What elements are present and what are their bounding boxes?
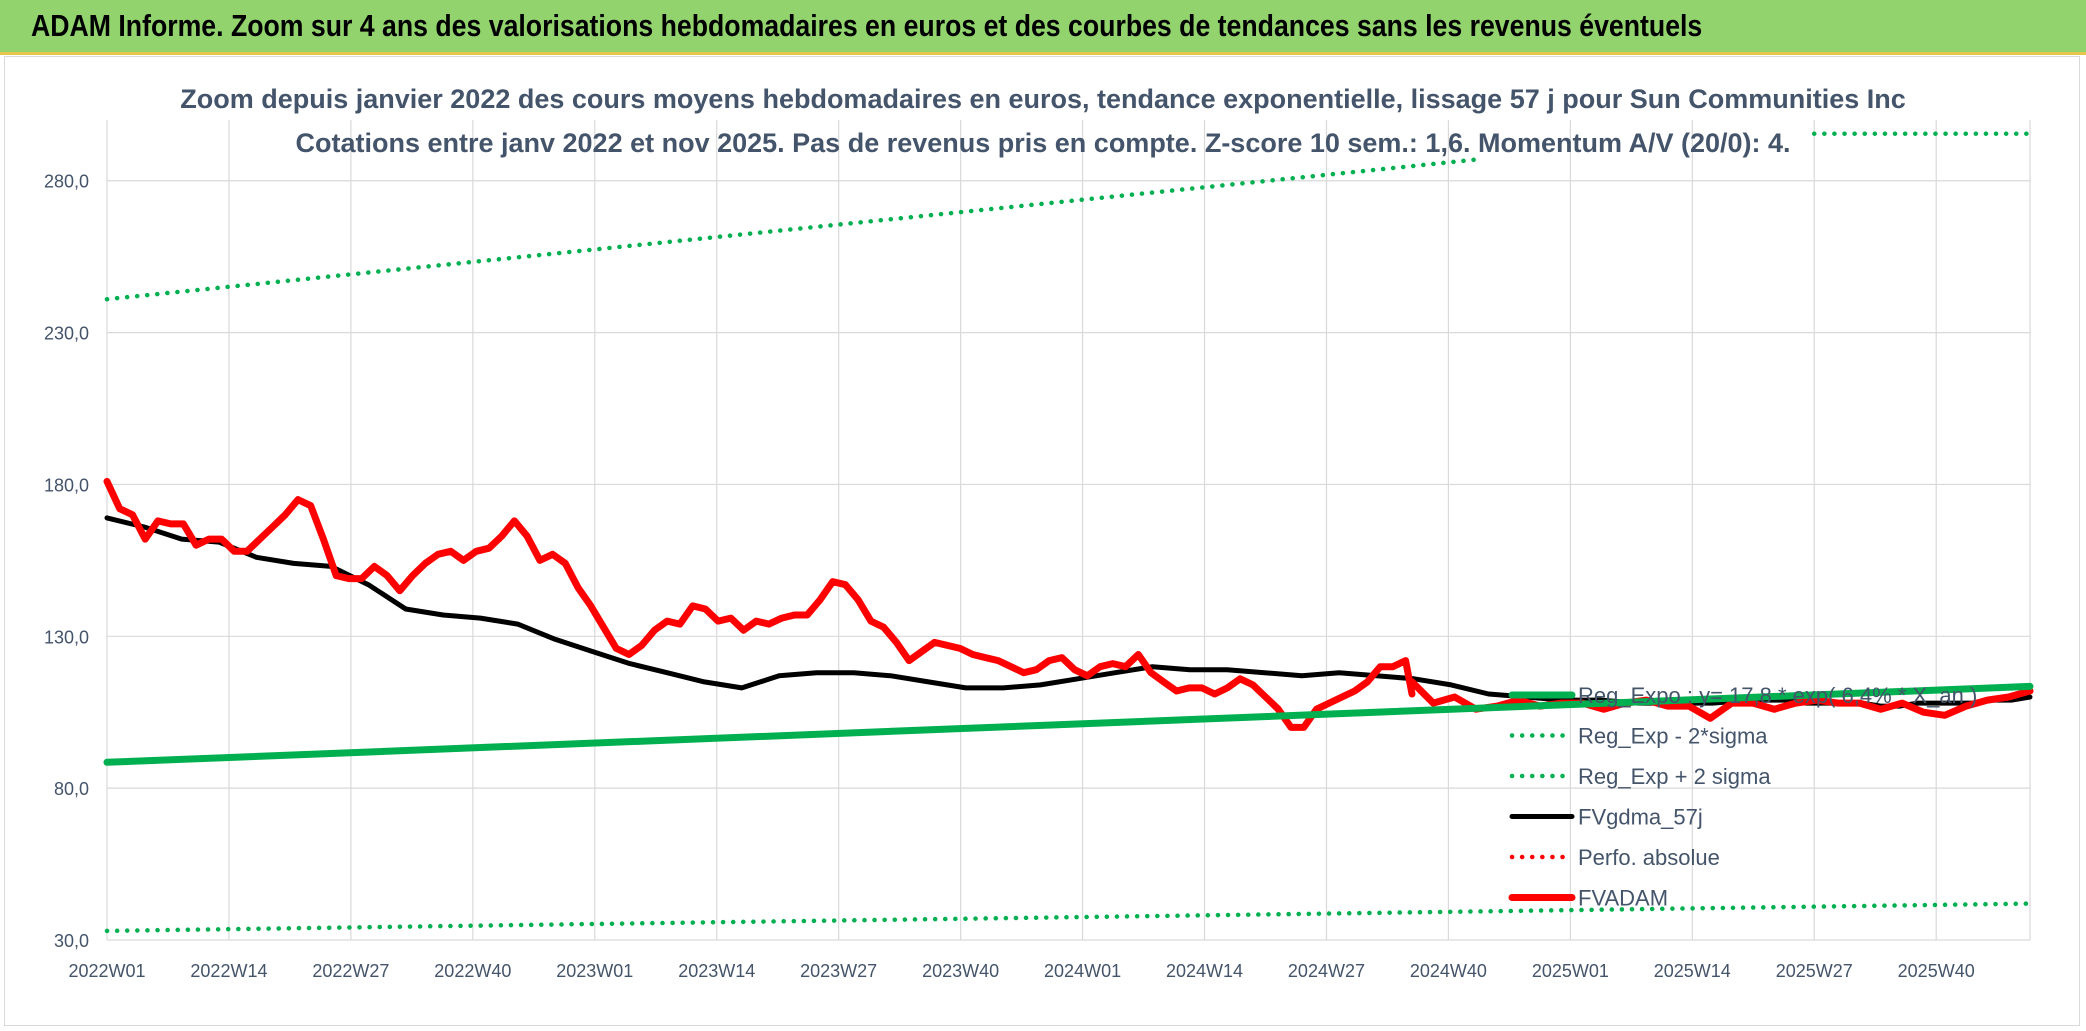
- legend-label: Perfo. absolue: [1578, 845, 1720, 870]
- chart-series: [103, 131, 2034, 934]
- series-fvgdma-57j: [104, 515, 2033, 709]
- x-tick-label: 2022W01: [68, 961, 145, 981]
- y-tick-label: 280,0: [44, 172, 89, 192]
- series-reg-plus-2sigma: [104, 157, 1479, 302]
- legend-label: Reg_Exp - 2*sigma: [1578, 724, 1768, 749]
- legend-label: FVADAM: [1578, 886, 1668, 911]
- y-tick-label: 180,0: [44, 475, 89, 495]
- series-reg-minus-2sigma: [104, 901, 2033, 934]
- report-banner: ADAM Informe. Zoom sur 4 ans des valoris…: [0, 0, 2086, 55]
- x-tick-label: 2022W14: [190, 961, 267, 981]
- series-fvadam-tail: [1408, 678, 2034, 722]
- x-tick-label: 2025W27: [1776, 961, 1853, 981]
- legend-label: FVgdma_57j: [1578, 805, 1703, 830]
- chart-frame: [4, 56, 2080, 1026]
- x-tick-label: 2024W01: [1044, 961, 1121, 981]
- x-tick-label: 2023W14: [678, 961, 755, 981]
- y-tick-label: 80,0: [54, 779, 89, 799]
- series-fvadam: [103, 477, 1416, 731]
- chart-title: Zoom depuis janvier 2022 des cours moyen…: [180, 84, 1906, 114]
- x-tick-label: 2023W40: [922, 961, 999, 981]
- x-tick-label: 2024W40: [1410, 961, 1487, 981]
- x-tick-label: 2024W14: [1166, 961, 1243, 981]
- series-reg-expo: [103, 682, 2034, 766]
- x-tick-label: 2023W27: [800, 961, 877, 981]
- x-tick-label: 2025W01: [1532, 961, 1609, 981]
- chart-legend: Reg_Expo : y= 17,8 * exp( 6,4% * X_an ) R…: [1508, 683, 1977, 911]
- x-tick-label: 2025W40: [1898, 961, 1975, 981]
- chart-axes: 30,0 80,0 130,0 180,0 230,0 280,0 2022W01 2022W…: [44, 172, 1975, 981]
- chart-subtitle: Cotations entre janv 2022 et nov 2025. P…: [295, 128, 1790, 158]
- y-tick-label: 130,0: [44, 627, 89, 647]
- x-tick-label: 2025W14: [1654, 961, 1731, 981]
- legend-label: Reg_Expo : y= 17,8 * exp( 6,4% * X_an ): [1578, 683, 1977, 708]
- y-tick-label: 230,0: [44, 324, 89, 344]
- report-title: ADAM Informe. Zoom sur 4 ans des valoris…: [31, 8, 1703, 43]
- chart-grid: [106, 120, 2031, 941]
- x-tick-label: 2024W27: [1288, 961, 1365, 981]
- legend-label: Reg_Exp + 2 sigma: [1578, 764, 1771, 789]
- y-tick-label: 30,0: [54, 931, 89, 951]
- x-tick-label: 2023W01: [556, 961, 633, 981]
- x-tick-label: 2022W40: [434, 961, 511, 981]
- x-tick-label: 2022W27: [312, 961, 389, 981]
